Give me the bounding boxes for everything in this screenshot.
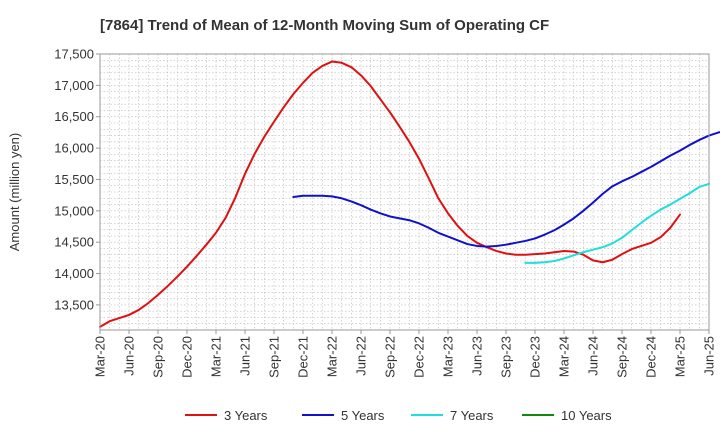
x-tick-label: Jun-21 — [238, 336, 253, 376]
y-tick-label: 15,500 — [54, 172, 94, 187]
x-tick-label: Sep-24 — [615, 336, 630, 378]
x-axis-ticks: Mar-20 Jun-20 Sep-20 Dec-20 Mar-21 Jun-21 Sep-… — [93, 330, 717, 378]
x-tick-label: Dec-21 — [296, 336, 311, 378]
x-tick-label: Sep-23 — [499, 336, 514, 378]
legend-label-10-years: 10 Years — [561, 408, 612, 423]
y-tick-label: 13,500 — [54, 297, 94, 312]
series-line-3-years — [99, 60, 681, 328]
x-tick-label: Sep-20 — [151, 336, 166, 378]
x-tick-label: Mar-20 — [93, 336, 108, 377]
series-line-7-years — [524, 182, 710, 264]
plot-frame — [99, 53, 710, 331]
x-tick-label: Sep-21 — [267, 336, 282, 378]
x-tick-label: Dec-23 — [528, 336, 543, 378]
y-tick-label: 17,000 — [54, 78, 94, 93]
x-tick-label: Jun-25 — [702, 336, 717, 376]
x-tick-label: Mar-23 — [441, 336, 456, 377]
legend-label-7-years: 7 Years — [450, 408, 494, 423]
chart-title: [7864] Trend of Mean of 12-Month Moving … — [100, 17, 549, 34]
x-tick-label: Mar-25 — [673, 336, 688, 377]
y-axis-ticks: 13,500 14,000 14,500 15,000 15,500 16,000 16,5… — [54, 47, 100, 312]
y-tick-label: 16,500 — [54, 109, 94, 124]
legend: 3 Years 5 Years 7 Years 10 Years — [185, 408, 612, 423]
x-tick-label: Jun-20 — [122, 336, 137, 376]
y-tick-label: 16,000 — [54, 141, 94, 156]
x-tick-label: Jun-22 — [354, 336, 369, 376]
x-tick-label: Mar-22 — [325, 336, 340, 377]
x-tick-label: Mar-24 — [557, 336, 572, 377]
x-tick-label: Dec-20 — [180, 336, 195, 378]
x-tick-label: Jun-24 — [586, 336, 601, 376]
y-tick-label: 14,500 — [54, 235, 94, 250]
x-tick-label: Jun-23 — [470, 336, 485, 376]
series-lines — [99, 60, 720, 328]
x-tick-label: Sep-22 — [383, 336, 398, 378]
y-tick-label: 17,500 — [54, 47, 94, 62]
x-tick-label: Mar-21 — [209, 336, 224, 377]
legend-label-3-years: 3 Years — [224, 408, 268, 423]
y-tick-label: 14,000 — [54, 266, 94, 281]
grid — [100, 54, 709, 331]
y-tick-label: 15,000 — [54, 203, 94, 218]
legend-label-5-years: 5 Years — [341, 408, 385, 423]
y-axis-label: Amount (million yen) — [7, 133, 22, 252]
series-line-5-years — [292, 131, 720, 248]
x-tick-label: Dec-22 — [412, 336, 427, 378]
x-tick-label: Dec-24 — [644, 336, 659, 378]
